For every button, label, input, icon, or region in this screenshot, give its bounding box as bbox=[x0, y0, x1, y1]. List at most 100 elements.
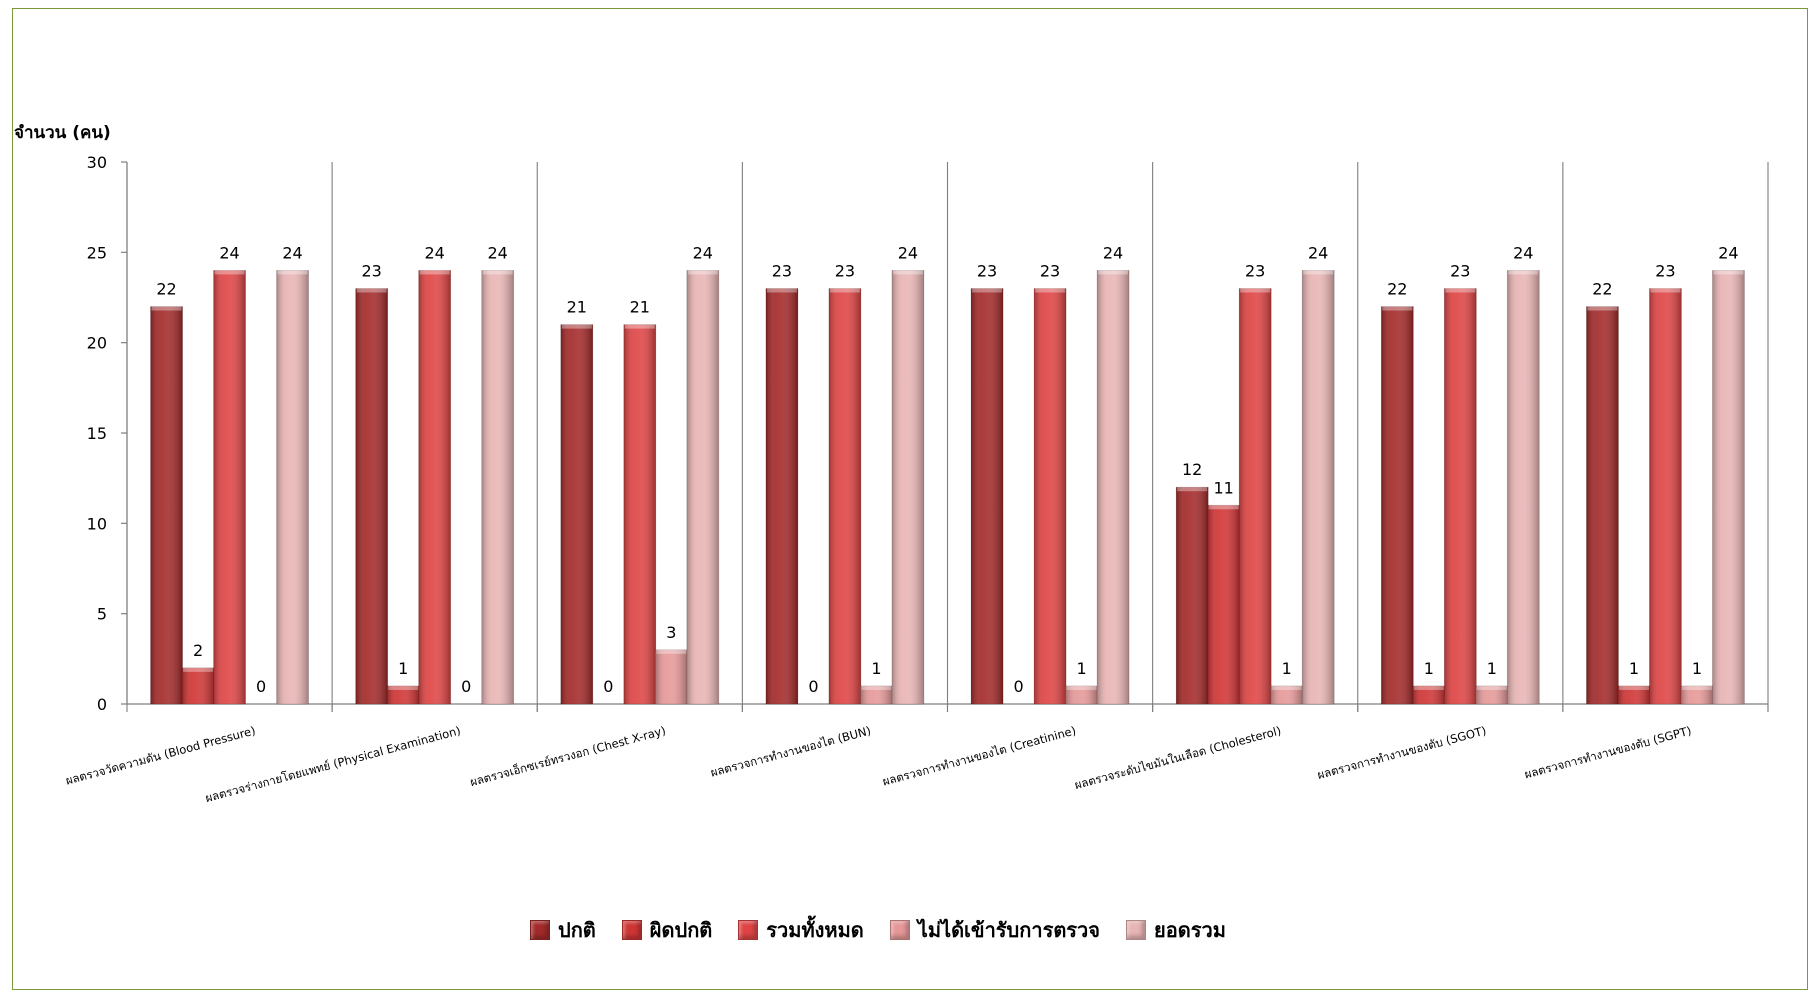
bar-top-highlight bbox=[1587, 306, 1618, 311]
legend-label: รวมทั้งหมด bbox=[766, 918, 864, 942]
data-label: 2 bbox=[193, 641, 203, 660]
data-label: 21 bbox=[567, 298, 587, 317]
legend-swatch bbox=[621, 920, 642, 940]
data-label: 1 bbox=[1692, 659, 1702, 678]
bar-shading bbox=[1065, 685, 1098, 704]
data-label: 24 bbox=[693, 243, 713, 262]
legend: ปกติ ผิดปกติ รวมทั้งหมด ไม่ได้เข้ารับการตรว… bbox=[530, 916, 1226, 944]
y-tick-label: 0 bbox=[97, 695, 107, 714]
data-label: 12 bbox=[1182, 460, 1202, 479]
bar-top-highlight bbox=[1618, 685, 1649, 690]
bar-shading bbox=[623, 324, 656, 704]
bar-shading bbox=[1034, 288, 1067, 704]
category-label: ผลตรวจการทำงานของไต (BUN) bbox=[709, 723, 872, 779]
bar-shading bbox=[828, 288, 861, 704]
data-label: 23 bbox=[362, 261, 382, 280]
bar-shading bbox=[1302, 270, 1335, 704]
data-label: 1 bbox=[1076, 659, 1086, 678]
bar-top-highlight bbox=[624, 324, 655, 329]
legend-item: ปกติ bbox=[530, 914, 596, 946]
category-label: ผลตรวจวัดความดัน (Blood Pressure) bbox=[64, 723, 257, 787]
bar-top-highlight bbox=[561, 324, 592, 329]
bar-top-highlight bbox=[183, 667, 214, 672]
bar-top-highlight bbox=[1066, 685, 1097, 690]
chart-frame bbox=[12, 8, 1808, 990]
y-tick-label: 10 bbox=[87, 514, 107, 533]
bar-shading bbox=[560, 324, 593, 704]
data-label: 23 bbox=[1245, 261, 1265, 280]
bar-shading bbox=[1176, 487, 1209, 704]
data-label: 24 bbox=[219, 243, 239, 262]
bar-shading bbox=[1586, 306, 1619, 704]
legend-item: รวมทั้งหมด bbox=[738, 914, 864, 946]
bar-shading bbox=[891, 270, 924, 704]
bar-top-highlight bbox=[1382, 306, 1413, 311]
bar-top-highlight bbox=[1240, 288, 1271, 293]
bar-top-highlight bbox=[1035, 288, 1066, 293]
bar-shading bbox=[1381, 306, 1414, 704]
bar-shading bbox=[686, 270, 719, 704]
bar-shading bbox=[1712, 270, 1745, 704]
bar-top-highlight bbox=[972, 288, 1003, 293]
bar-shading bbox=[1649, 288, 1682, 704]
bar-shading bbox=[1097, 270, 1130, 704]
legend-swatch bbox=[1126, 920, 1146, 940]
data-label: 24 bbox=[488, 243, 508, 262]
bar-top-highlight bbox=[277, 270, 308, 275]
data-label: 0 bbox=[603, 677, 613, 696]
data-label: 24 bbox=[1513, 243, 1533, 262]
data-label: 1 bbox=[1629, 659, 1639, 678]
y-tick-label: 15 bbox=[87, 424, 107, 443]
bar-top-highlight bbox=[1681, 685, 1712, 690]
data-label: 23 bbox=[1040, 261, 1060, 280]
bar-shading bbox=[481, 270, 514, 704]
bar-shading bbox=[1507, 270, 1540, 704]
y-tick-label: 5 bbox=[97, 605, 107, 624]
bar-top-highlight bbox=[356, 288, 387, 293]
data-label: 1 bbox=[1487, 659, 1497, 678]
y-axis-label: จำนวน (คน) bbox=[14, 123, 111, 143]
bar-top-highlight bbox=[1713, 270, 1744, 275]
bar-shading bbox=[1207, 505, 1240, 704]
y-tick-label: 30 bbox=[87, 153, 107, 172]
data-label: 24 bbox=[1103, 243, 1123, 262]
data-label: 22 bbox=[1387, 280, 1407, 299]
y-tick-label: 20 bbox=[87, 334, 107, 353]
bar-top-highlight bbox=[1303, 270, 1334, 275]
data-label: 11 bbox=[1214, 478, 1234, 497]
bar-top-highlight bbox=[766, 288, 797, 293]
bar-top-highlight bbox=[419, 270, 450, 275]
bar-top-highlight bbox=[829, 288, 860, 293]
legend-item: ไม่ได้เข้ารับการตรวจ bbox=[889, 914, 1100, 946]
data-label: 3 bbox=[666, 623, 676, 642]
legend-swatch bbox=[530, 920, 550, 940]
bar-shading bbox=[765, 288, 798, 704]
bar-shading bbox=[355, 288, 388, 704]
bar-top-highlight bbox=[1177, 487, 1208, 492]
data-label: 0 bbox=[461, 677, 471, 696]
bar-shading bbox=[276, 270, 309, 704]
data-label: 23 bbox=[977, 261, 997, 280]
bar-top-highlight bbox=[861, 685, 892, 690]
bar-shading bbox=[387, 685, 420, 704]
category-label: ผลตรวจการทำงานของตับ (SGOT) bbox=[1316, 723, 1488, 782]
bar-shading bbox=[1475, 685, 1508, 704]
bar-shading bbox=[655, 649, 688, 704]
bar-shading bbox=[1270, 685, 1303, 704]
legend-swatch bbox=[889, 920, 910, 940]
data-label: 1 bbox=[1424, 659, 1434, 678]
bar-top-highlight bbox=[1413, 685, 1444, 690]
data-label: 22 bbox=[156, 280, 176, 299]
bar-top-highlight bbox=[892, 270, 923, 275]
legend-label: ปกติ bbox=[558, 918, 596, 942]
data-label: 24 bbox=[1718, 243, 1738, 262]
category-label: ผลตรวจเอ็กซเรย์ทรวงอก (Chest X-ray) bbox=[468, 722, 667, 789]
bar-top-highlight bbox=[1476, 685, 1507, 690]
data-label: 1 bbox=[398, 659, 408, 678]
data-label: 23 bbox=[1655, 261, 1675, 280]
data-label: 22 bbox=[1592, 280, 1612, 299]
bar-shading bbox=[213, 270, 246, 704]
bar-top-highlight bbox=[1208, 505, 1239, 510]
